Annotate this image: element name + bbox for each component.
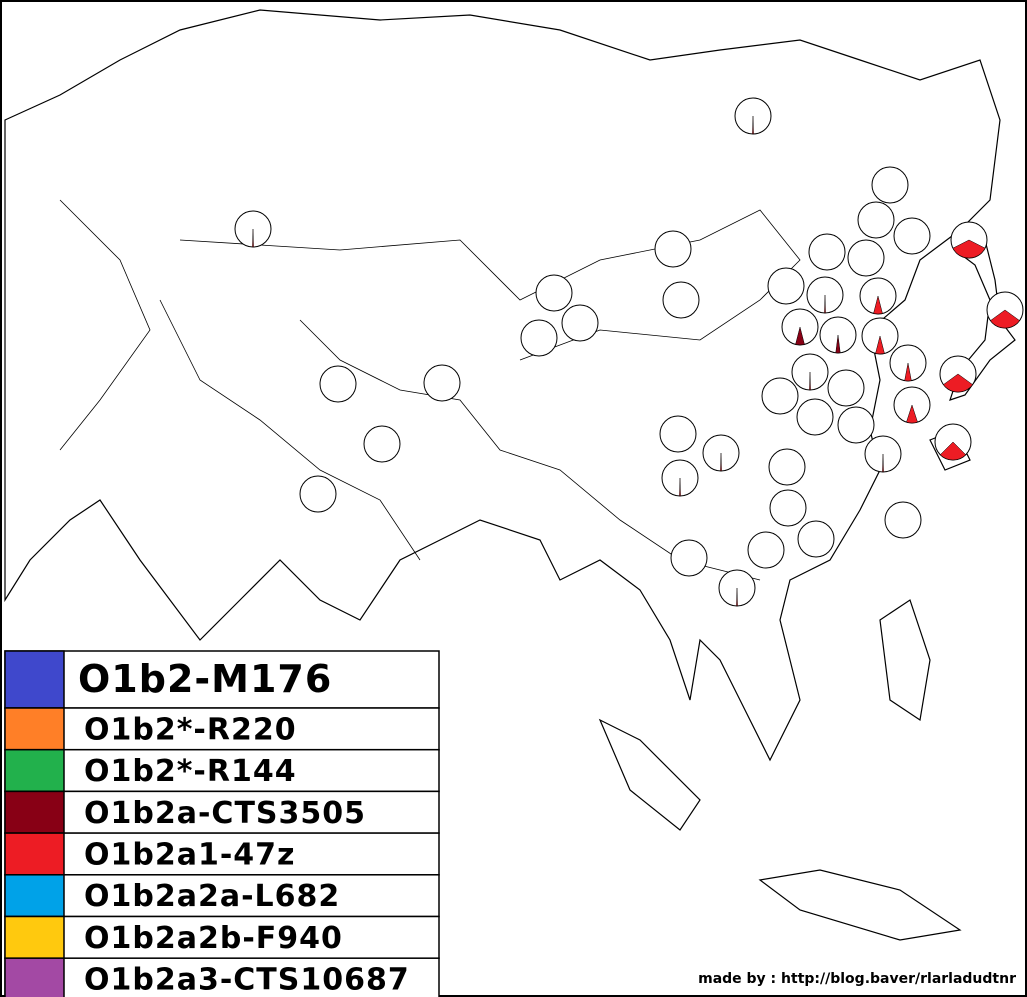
pie <box>747 531 785 569</box>
pie <box>768 448 806 486</box>
legend-label: O1b2*-R144 <box>84 754 297 789</box>
pie-slice <box>679 477 681 497</box>
legend-label: O1b2a2b-F940 <box>84 921 343 956</box>
pie-slice <box>904 362 912 382</box>
pie-slice <box>939 441 967 461</box>
pie-slice <box>952 239 986 259</box>
legend-swatch <box>4 957 65 997</box>
pie <box>893 217 931 255</box>
pie <box>871 166 909 204</box>
legend-row <box>4 748 440 793</box>
pie <box>535 274 573 312</box>
legend-label: O1b2a1-47z <box>84 837 296 872</box>
pie-slice <box>252 228 254 248</box>
pie <box>520 319 558 357</box>
pie-slice <box>824 294 826 314</box>
pie-slice <box>873 295 883 315</box>
legend-row <box>4 915 440 959</box>
legend-label: O1b2a3-CTS10687 <box>84 963 410 997</box>
pie <box>797 520 835 558</box>
legend: O1b2-M176 O1b2*-R220 O1b2*-R144 O1b2a-CTS35… <box>4 650 440 997</box>
pie-slice <box>990 309 1020 329</box>
pie-slice <box>875 335 885 355</box>
pie <box>659 415 697 453</box>
pie <box>769 489 807 527</box>
pie-slice <box>809 371 811 391</box>
legend-row <box>4 832 440 876</box>
pie <box>561 304 599 342</box>
legend-swatch <box>4 874 65 918</box>
legend-row <box>4 790 440 834</box>
pie <box>670 539 708 577</box>
pie-slice <box>720 452 722 472</box>
credit: made by : http://blog.baver/rlarladudtnr <box>698 971 1016 987</box>
legend-label: O1b2*-R220 <box>84 712 297 747</box>
pies <box>234 97 1024 607</box>
legend-swatch <box>4 748 65 793</box>
pie <box>662 281 700 319</box>
pie <box>761 377 799 415</box>
pie <box>299 475 337 513</box>
legend-swatch <box>4 790 65 834</box>
pie <box>884 501 922 539</box>
pie <box>423 364 461 402</box>
legend-swatch <box>4 650 65 709</box>
pie-slice <box>882 453 884 473</box>
pie <box>319 365 357 403</box>
pie <box>847 239 885 277</box>
pie <box>827 369 865 407</box>
pie <box>857 201 895 239</box>
legend-label: O1b2a2a-L682 <box>84 879 340 914</box>
pie <box>654 230 692 268</box>
pie-slice <box>943 373 973 393</box>
pie <box>837 406 875 444</box>
pie-slice <box>736 587 738 607</box>
legend-swatch <box>4 707 65 751</box>
pie <box>767 267 805 305</box>
pie-slice <box>752 115 754 135</box>
legend-label: O1b2-M176 <box>78 657 332 701</box>
land <box>4 9 1016 941</box>
pie-slice <box>835 334 841 354</box>
pie <box>796 398 834 436</box>
legend-swatch <box>4 915 65 959</box>
pie <box>363 425 401 463</box>
pie <box>808 233 846 271</box>
legend-label: O1b2a-CTS3505 <box>84 796 366 831</box>
legend-swatch <box>4 832 65 876</box>
pie-slice <box>795 326 805 346</box>
pie-slice <box>906 404 918 424</box>
